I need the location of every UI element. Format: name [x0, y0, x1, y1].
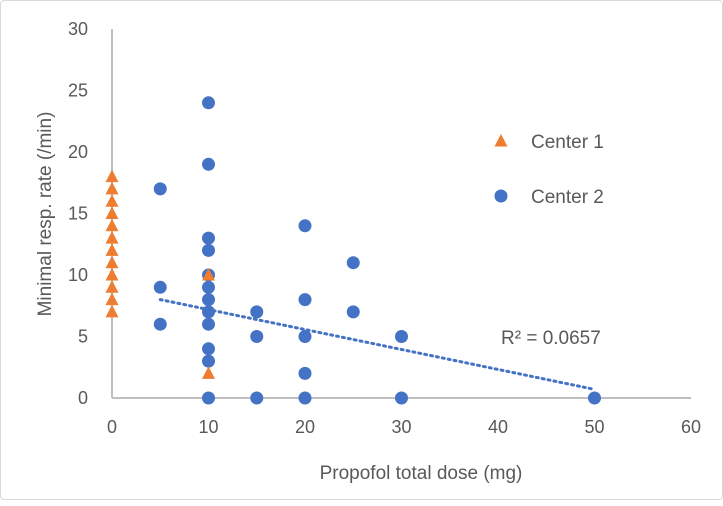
y-tick-label: 10	[68, 265, 88, 285]
center-2-point	[250, 305, 264, 319]
center-2-point	[298, 219, 312, 233]
center-1-point	[105, 206, 119, 219]
x-tick-label: 20	[295, 417, 315, 437]
center-1-point	[202, 268, 215, 281]
y-axis-label: Minimal resp. rate (/min)	[35, 112, 56, 317]
center-2-point	[202, 293, 215, 307]
center-2-point	[202, 354, 215, 368]
trendline	[158, 298, 596, 391]
center-1-point	[202, 366, 215, 379]
y-tick-label: 5	[78, 327, 88, 347]
center-2-point	[202, 243, 215, 257]
legend-marker-2	[494, 189, 508, 203]
center-2-point	[395, 391, 408, 405]
center-1-point	[105, 231, 119, 244]
center-2-point	[346, 305, 360, 319]
center-2-point	[346, 256, 360, 270]
center-1-point	[105, 218, 119, 232]
center-2-point	[202, 317, 215, 331]
center-1-point	[105, 268, 119, 281]
center-2-point	[202, 96, 215, 110]
center-2-point	[202, 157, 215, 171]
x-tick-label: 0	[107, 417, 117, 437]
legend-label-1: Center 1	[531, 132, 604, 153]
center-2-point	[202, 391, 215, 405]
legend-marker-1	[494, 134, 508, 147]
center-2-point	[202, 231, 215, 245]
x-tick-label: 30	[391, 417, 411, 437]
center-2-point	[298, 293, 312, 307]
center-2-point	[395, 330, 408, 343]
y-tick-label: 25	[68, 81, 88, 101]
center-1-point	[105, 194, 119, 207]
center-1-point	[105, 280, 119, 293]
x-axis-label: Propofol total dose (mg)	[320, 463, 523, 484]
center-2-point	[202, 342, 215, 356]
center-2-point	[202, 305, 215, 319]
y-tick-label: 20	[68, 142, 88, 162]
x-tick-label: 50	[584, 417, 604, 437]
center-2-point	[588, 391, 601, 405]
center-1-point	[105, 292, 119, 306]
center-2-point	[153, 280, 167, 294]
x-tick-label: 40	[488, 417, 508, 437]
center-2-point	[298, 330, 312, 343]
y-tick-label: 30	[68, 19, 88, 39]
y-tick-label: 15	[68, 204, 88, 224]
center-2-point	[202, 280, 215, 294]
center-2-point	[153, 317, 167, 331]
center-1-point	[105, 243, 119, 256]
center-1-point	[105, 181, 119, 195]
center-1-point	[105, 304, 119, 318]
x-tick-label: 60	[681, 417, 701, 437]
y-tick-label: 0	[78, 388, 88, 408]
center-2-point	[250, 330, 264, 343]
center-2-point	[298, 366, 312, 380]
legend-label-2: Center 2	[531, 187, 604, 208]
center-2-point	[153, 182, 167, 196]
center-2-point	[250, 391, 264, 405]
center-2-point	[298, 391, 312, 405]
center-1-point	[105, 255, 119, 269]
center-1-point	[105, 169, 119, 183]
r-squared-label: R² = 0.0657	[501, 328, 601, 349]
x-tick-label: 10	[198, 417, 218, 437]
